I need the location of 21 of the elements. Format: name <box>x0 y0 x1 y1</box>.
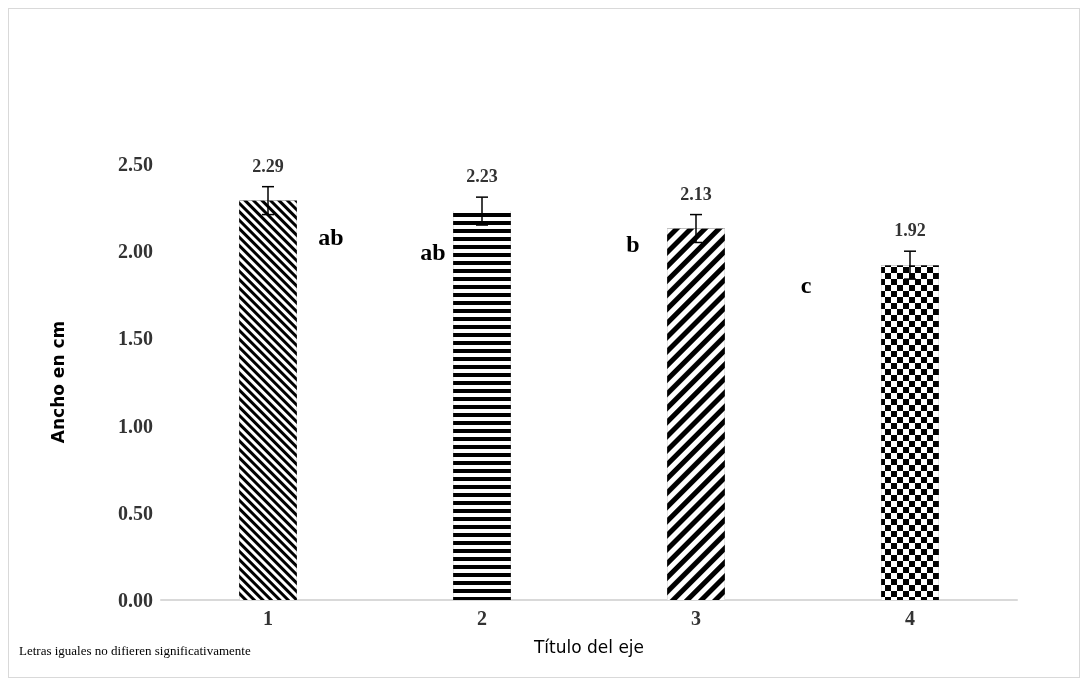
x-tick-label: 1 <box>263 607 273 629</box>
text: Letras iguales no difieren significativamente <box>19 643 251 658</box>
y-tick-label: 2.50 <box>118 153 153 175</box>
annotation: ab <box>420 239 446 265</box>
y-tick-label: 0.00 <box>118 589 153 611</box>
x-tick-label: 3 <box>691 607 701 629</box>
x-tick-label: 4 <box>905 607 915 629</box>
data-label: 2.13 <box>680 183 712 204</box>
data-label: 1.92 <box>894 220 926 241</box>
y-tick-label: 2.00 <box>118 240 153 263</box>
y-axis-title: Ancho en cm <box>47 320 68 444</box>
x-axis-title: Título del eje <box>532 636 645 657</box>
y-tick-label: 1.50 <box>118 327 153 350</box>
annotation: c <box>800 272 812 298</box>
y-tick-label: 0.50 <box>118 501 153 524</box>
annotation: ab <box>318 224 344 250</box>
y-tick-label: 1.00 <box>118 414 153 437</box>
x-tick-label: 2 <box>477 607 487 629</box>
data-label: 2.29 <box>252 155 284 176</box>
annotation: b <box>626 231 640 257</box>
data-label: 2.23 <box>466 166 498 187</box>
